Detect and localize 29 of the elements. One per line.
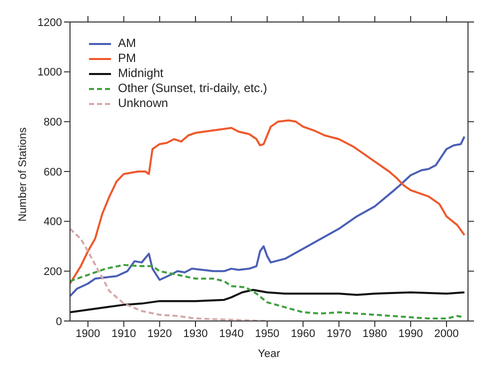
x-tick-label: 1920 — [147, 328, 172, 340]
y-tick-label: 1200 — [38, 16, 62, 29]
y-tick-label: 0 — [56, 316, 62, 328]
y-tick-label: 1000 — [38, 66, 62, 79]
x-tick-label: 1970 — [326, 328, 352, 340]
legend-label: Midnight — [118, 66, 164, 81]
x-tick-label: 1900 — [76, 328, 100, 340]
x-tick-label: 1990 — [398, 328, 423, 340]
y-tick-label: 600 — [44, 166, 62, 178]
x-tick-label: 1950 — [254, 328, 280, 340]
legend-label: PM — [118, 51, 136, 66]
line-series — [70, 136, 466, 298]
line-series — [70, 288, 466, 314]
x-tick-label: 1910 — [112, 328, 136, 340]
x-tick-label: 1980 — [362, 328, 388, 340]
y-axis-title: Number of Stations — [16, 126, 29, 222]
y-tick-label: 800 — [44, 116, 62, 129]
y-tick-label: 200 — [44, 266, 62, 278]
legend-label: Unknown — [118, 96, 168, 111]
line-series — [70, 119, 466, 285]
line-series — [70, 228, 268, 321]
x-tick-label: 2000 — [434, 328, 459, 340]
y-tick-label: 400 — [44, 216, 62, 228]
legend-label: AM — [118, 36, 136, 51]
x-tick-label: 1940 — [219, 328, 244, 340]
x-tick-label: 1930 — [183, 328, 208, 340]
x-tick-label: 1960 — [290, 328, 316, 340]
x-axis-title: Year — [258, 348, 280, 360]
legend-label: Other (Sunset, tri-daily, etc.) — [118, 81, 268, 96]
